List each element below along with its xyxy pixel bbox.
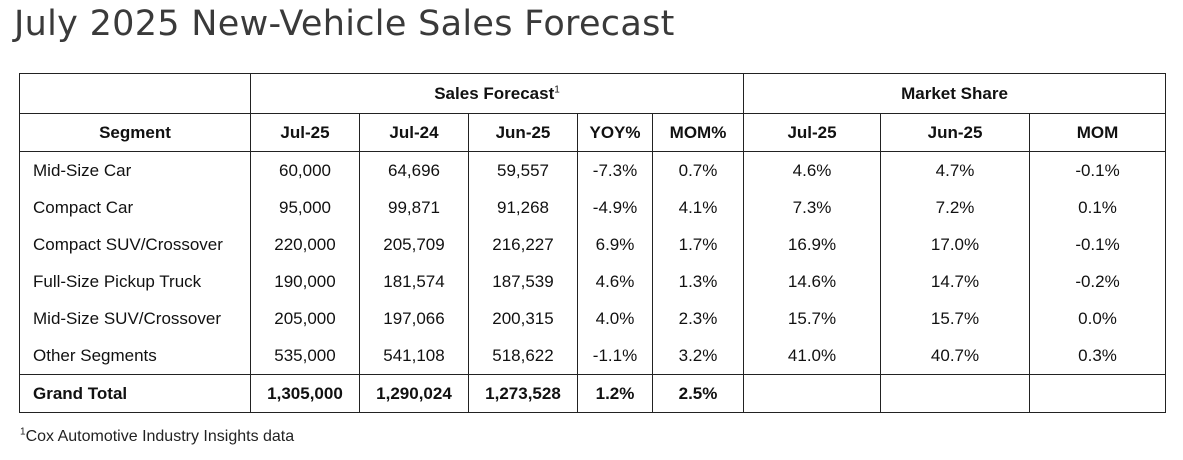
sf-jun25-cell: 216,227 (468, 226, 578, 263)
sales-forecast-table: Sales Forecast1 Market Share Segment Jul… (19, 73, 1167, 413)
col-header-ms-jul25: Jul-25 (743, 113, 882, 152)
sf-jun25-cell: 187,539 (468, 263, 578, 300)
mom-pct-cell: 1.3% (652, 263, 745, 300)
ms-mom-cell: -0.1% (1029, 226, 1167, 263)
ms-mom-cell: -0.2% (1029, 263, 1167, 300)
page-title: July 2025 New-Vehicle Sales Forecast (14, 4, 675, 44)
sf-jul24-cell: 64,696 (359, 151, 469, 189)
table-row: Compact Car 95,000 99,871 91,268 -4.9% 4… (19, 189, 1167, 226)
table-row: Full-Size Pickup Truck 190,000 181,574 1… (19, 263, 1167, 300)
sf-jul25-cell: 95,000 (250, 189, 360, 226)
sales-forecast-footnote-mark: 1 (554, 83, 560, 95)
grand-total-row: Grand Total 1,305,000 1,290,024 1,273,52… (19, 374, 1167, 413)
ms-mom-cell: 0.0% (1029, 300, 1167, 337)
sf-jul25-cell: 535,000 (250, 337, 360, 375)
mom-pct-cell: 3.2% (652, 337, 745, 375)
mom-pct-cell: 2.3% (652, 300, 745, 337)
col-header-ms-mom: MOM (1029, 113, 1167, 152)
mom-pct-cell: 1.7% (652, 226, 745, 263)
sf-jul24-cell: 197,066 (359, 300, 469, 337)
total-sf-jul24-cell: 1,290,024 (359, 374, 469, 413)
table-row: Mid-Size Car 60,000 64,696 59,557 -7.3% … (19, 151, 1167, 189)
header-corner-cell (19, 73, 251, 114)
yoy-cell: 6.9% (577, 226, 653, 263)
total-ms-jul25-cell (743, 374, 882, 413)
total-sf-jul25-cell: 1,305,000 (250, 374, 360, 413)
ms-jul25-cell: 16.9% (743, 226, 882, 263)
footnote-mark: 1 (20, 426, 26, 438)
total-ms-jun25-cell (880, 374, 1031, 413)
sf-jul24-cell: 541,108 (359, 337, 469, 375)
sf-jul24-cell: 99,871 (359, 189, 469, 226)
sf-jul24-cell: 181,574 (359, 263, 469, 300)
total-ms-mom-cell (1029, 374, 1167, 413)
market-share-group-header: Market Share (743, 73, 1167, 114)
ms-jul25-cell: 4.6% (743, 151, 882, 189)
ms-mom-cell: 0.1% (1029, 189, 1167, 226)
sf-jun25-cell: 200,315 (468, 300, 578, 337)
sf-jun25-cell: 518,622 (468, 337, 578, 375)
ms-jun25-cell: 14.7% (880, 263, 1031, 300)
footnote: 1Cox Automotive Industry Insights data (20, 426, 295, 446)
sf-jun25-cell: 59,557 (468, 151, 578, 189)
ms-jun25-cell: 7.2% (880, 189, 1031, 226)
sf-jul25-cell: 220,000 (250, 226, 360, 263)
table-row: Other Segments 535,000 541,108 518,622 -… (19, 337, 1167, 375)
ms-jul25-cell: 41.0% (743, 337, 882, 375)
ms-mom-cell: 0.3% (1029, 337, 1167, 375)
yoy-cell: 4.6% (577, 263, 653, 300)
ms-mom-cell: -0.1% (1029, 151, 1167, 189)
yoy-cell: -1.1% (577, 337, 653, 375)
col-header-mom-pct: MOM% (652, 113, 745, 152)
total-yoy-cell: 1.2% (577, 374, 653, 413)
segment-cell: Mid-Size Car (19, 151, 251, 189)
yoy-cell: -4.9% (577, 189, 653, 226)
segment-cell: Compact SUV/Crossover (19, 226, 251, 263)
segment-cell: Mid-Size SUV/Crossover (19, 300, 251, 337)
total-sf-jun25-cell: 1,273,528 (468, 374, 578, 413)
col-header-sf-jul25: Jul-25 (250, 113, 360, 152)
total-mom-pct-cell: 2.5% (652, 374, 745, 413)
col-header-segment: Segment (19, 113, 251, 152)
yoy-cell: -7.3% (577, 151, 653, 189)
segment-cell: Other Segments (19, 337, 251, 375)
mom-pct-cell: 0.7% (652, 151, 745, 189)
sf-jul25-cell: 190,000 (250, 263, 360, 300)
sales-forecast-group-header: Sales Forecast1 (250, 73, 745, 114)
ms-jun25-cell: 4.7% (880, 151, 1031, 189)
segment-cell: Compact Car (19, 189, 251, 226)
col-header-sf-jul24: Jul-24 (359, 113, 469, 152)
ms-jun25-cell: 17.0% (880, 226, 1031, 263)
yoy-cell: 4.0% (577, 300, 653, 337)
mom-pct-cell: 4.1% (652, 189, 745, 226)
col-header-yoy: YOY% (577, 113, 653, 152)
footnote-text: Cox Automotive Industry Insights data (25, 428, 295, 445)
ms-jun25-cell: 40.7% (880, 337, 1031, 375)
sf-jul24-cell: 205,709 (359, 226, 469, 263)
ms-jul25-cell: 7.3% (743, 189, 882, 226)
sf-jul25-cell: 205,000 (250, 300, 360, 337)
table-row: Compact SUV/Crossover 220,000 205,709 21… (19, 226, 1167, 263)
sf-jul25-cell: 60,000 (250, 151, 360, 189)
ms-jul25-cell: 14.6% (743, 263, 882, 300)
ms-jul25-cell: 15.7% (743, 300, 882, 337)
col-header-sf-jun25: Jun-25 (468, 113, 578, 152)
ms-jun25-cell: 15.7% (880, 300, 1031, 337)
col-header-ms-jun25: Jun-25 (880, 113, 1031, 152)
sf-jun25-cell: 91,268 (468, 189, 578, 226)
table-row: Mid-Size SUV/Crossover 205,000 197,066 2… (19, 300, 1167, 337)
grand-total-label: Grand Total (19, 374, 251, 413)
segment-cell: Full-Size Pickup Truck (19, 263, 251, 300)
